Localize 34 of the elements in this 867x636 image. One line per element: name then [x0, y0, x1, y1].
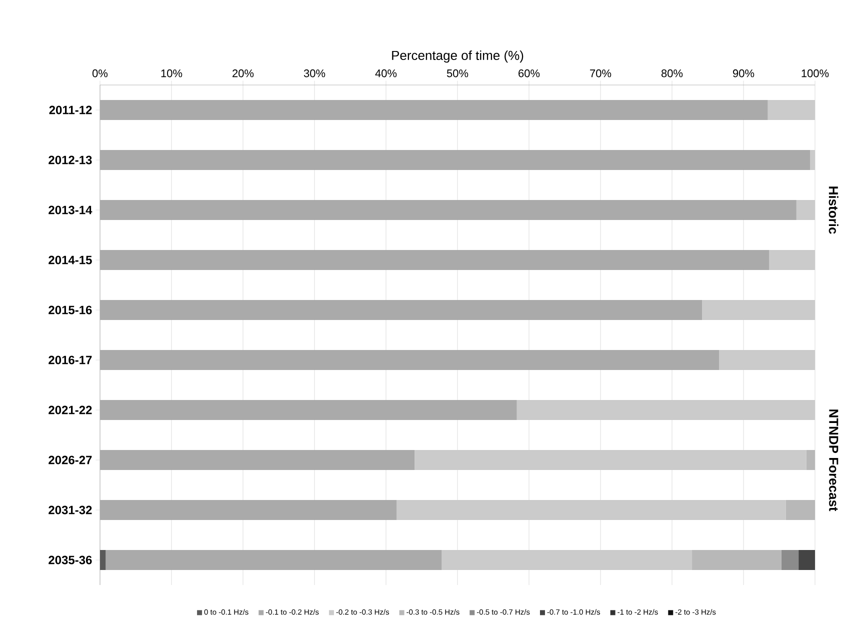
- x-tick-label: 70%: [590, 69, 612, 78]
- bar: [100, 550, 106, 570]
- bar: [442, 550, 692, 570]
- text: Historic: [828, 186, 838, 234]
- y-tick-label: 2013-14: [48, 206, 92, 214]
- y-tick-label: 2014-15: [48, 256, 92, 264]
- bar: [798, 550, 816, 570]
- x-tick-label: 20%: [232, 69, 254, 78]
- x-tick-label: 0%: [92, 69, 108, 78]
- x-axis-title: Percentage of time (%): [392, 50, 524, 63]
- x-tick-label: 10%: [161, 69, 182, 78]
- bar: [786, 500, 816, 520]
- x-tick-label: 90%: [733, 69, 754, 78]
- y-tick-label: 2015-16: [48, 306, 92, 314]
- y-tick-label: 2035-36: [48, 556, 92, 564]
- bar: [806, 450, 816, 470]
- bar: [106, 550, 442, 570]
- y-tick-label: 2016-17: [48, 356, 92, 364]
- bar: [781, 550, 799, 570]
- y-tick-label: 2021-22: [48, 406, 92, 414]
- bar: [396, 500, 786, 520]
- x-tick-label: 30%: [304, 69, 326, 78]
- x-tick-label: 40%: [375, 69, 397, 78]
- text: NTNDP Forecast: [829, 410, 838, 512]
- bar: [414, 450, 806, 470]
- bar: [692, 550, 782, 570]
- y-tick-label: 2026-27: [48, 456, 92, 464]
- y-tick-label: 2011-12: [49, 106, 92, 114]
- x-tick-label: 50%: [446, 69, 468, 78]
- x-tick-label: 100%: [802, 69, 829, 78]
- x-tick-label: 60%: [518, 69, 540, 78]
- x-tick-label: 80%: [661, 69, 683, 78]
- y-tick-label: 2012-13: [48, 156, 92, 164]
- y-tick-label: 2031-32: [48, 506, 92, 514]
